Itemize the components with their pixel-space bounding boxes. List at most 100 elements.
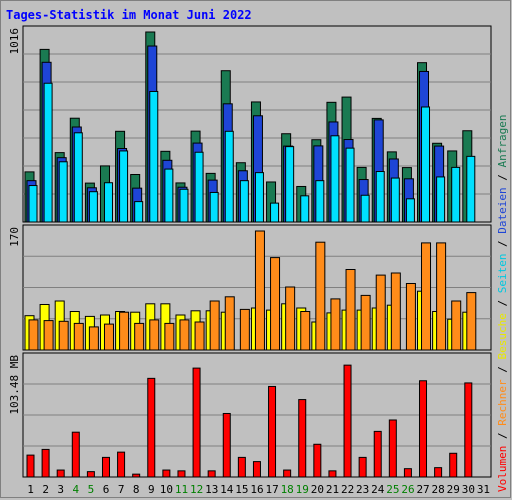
x-tick-label: 23 <box>356 483 369 496</box>
bar-seiten-day-7 <box>119 150 129 223</box>
bar-seiten-day-23 <box>360 194 370 223</box>
bar-seiten-day-13 <box>209 191 219 223</box>
x-tick-label: 8 <box>133 483 140 496</box>
bar-rechner-day-7 <box>119 311 130 351</box>
chart-title: Tages-Statistik im Monat Juni 2022 <box>6 8 252 22</box>
bar-rechner-day-21 <box>330 298 341 351</box>
bar-seiten-day-26 <box>405 198 415 223</box>
x-tick-label: 7 <box>118 483 125 496</box>
bar-rechner-day-25 <box>390 272 401 351</box>
bar-seiten-day-20 <box>315 180 325 223</box>
legend-entry: Dateien <box>496 187 509 240</box>
legend-entry: / <box>496 174 509 187</box>
x-tick-label: 19 <box>296 483 309 496</box>
bar-seiten-day-1 <box>28 185 38 223</box>
bar-seiten-day-18 <box>285 146 295 223</box>
bar-volumen-day-9 <box>147 377 156 478</box>
legend-entry: Volumen <box>496 446 509 492</box>
x-axis-labels: 1 2 3 4 5 6 7 8 9 10 11 12 13 14 15 16 17 18 19 20 21 22 23 24 2… <box>27 483 490 496</box>
x-tick-label: 29 <box>447 483 460 496</box>
legend-entry: / <box>496 240 509 253</box>
bar-volumen-day-18 <box>283 469 292 478</box>
bar-volumen-day-27 <box>419 380 428 478</box>
x-tick-label: 15 <box>235 483 248 496</box>
x-tick-label: 12 <box>190 483 203 496</box>
legend-entry: / <box>496 366 509 379</box>
bar-volumen-day-7 <box>117 451 126 478</box>
x-tick-label: 22 <box>341 483 354 496</box>
bar-rechner-day-16 <box>254 230 265 351</box>
x-tick-label: 24 <box>371 483 385 496</box>
bar-seiten-day-5 <box>88 191 98 223</box>
bar-seiten-day-21 <box>330 135 340 223</box>
bar-rechner-day-26 <box>405 283 416 351</box>
bar-seiten-day-29 <box>451 166 461 223</box>
bar-seiten-day-10 <box>164 168 174 223</box>
bar-rechner-day-24 <box>375 274 386 351</box>
bar-rechner-day-17 <box>270 257 281 351</box>
bar-volumen-day-16 <box>252 461 261 478</box>
bar-rechner-day-5 <box>88 326 99 351</box>
bar-volumen-day-25 <box>388 419 397 478</box>
series-seiten <box>28 82 476 223</box>
bar-seiten-day-12 <box>194 151 204 223</box>
x-tick-label: 17 <box>265 483 278 496</box>
bar-volumen-day-28 <box>434 467 443 478</box>
series-rechner <box>28 230 477 351</box>
right-legend: Volumen / Rechner / Besuche / Seiten / D… <box>496 114 509 492</box>
y-max-label-top: 1016 <box>8 28 21 55</box>
x-tick-label: 31 <box>477 483 490 496</box>
bar-rechner-day-30 <box>466 292 477 351</box>
bar-seiten-day-6 <box>103 182 113 223</box>
bar-volumen-day-26 <box>403 468 412 478</box>
bar-volumen-day-10 <box>162 469 171 478</box>
bar-volumen-day-17 <box>268 385 277 478</box>
panel-top: 1016 <box>8 25 492 223</box>
series-volumen <box>26 364 473 478</box>
bar-seiten-day-16 <box>254 172 264 223</box>
legend-entry: Besuche <box>496 313 509 366</box>
x-tick-label: 10 <box>160 483 173 496</box>
legend-entry: Seiten <box>496 254 509 300</box>
x-tick-label: 14 <box>220 483 234 496</box>
bar-rechner-day-12 <box>194 321 205 351</box>
x-tick-label: 30 <box>462 483 475 496</box>
bar-volumen-day-4 <box>71 431 80 478</box>
bar-rechner-day-28 <box>436 242 447 351</box>
bar-volumen-day-20 <box>313 443 322 478</box>
bar-rechner-day-1 <box>28 319 39 351</box>
bar-rechner-day-9 <box>149 319 160 351</box>
x-tick-label: 18 <box>281 483 294 496</box>
x-tick-label: 20 <box>311 483 324 496</box>
bar-seiten-day-28 <box>436 176 446 223</box>
bar-rechner-day-3 <box>58 320 69 351</box>
legend-entry: / <box>496 300 509 313</box>
bar-volumen-day-14 <box>222 412 231 478</box>
bar-rechner-day-10 <box>164 322 175 351</box>
bar-rechner-day-14 <box>224 296 235 351</box>
bar-volumen-day-3 <box>56 469 65 478</box>
bar-rechner-day-18 <box>285 286 296 351</box>
bar-rechner-day-23 <box>360 294 371 351</box>
bar-volumen-day-24 <box>373 430 382 478</box>
x-tick-label: 11 <box>175 483 188 496</box>
bar-seiten-day-11 <box>179 188 189 223</box>
x-tick-label: 27 <box>416 483 429 496</box>
plot-area: 1016 170 103.48 MB <box>8 25 492 478</box>
legend-entry: / <box>496 432 509 445</box>
bar-volumen-day-19 <box>298 399 307 478</box>
bar-seiten-day-27 <box>421 106 431 223</box>
panel-middle: 170 <box>8 224 492 351</box>
legend-entry: Rechner <box>496 379 509 432</box>
bar-rechner-day-8 <box>134 322 145 351</box>
bar-seiten-day-22 <box>345 147 355 223</box>
bar-rechner-day-11 <box>179 319 190 351</box>
bar-seiten-day-15 <box>239 180 249 223</box>
bar-rechner-day-22 <box>345 269 356 351</box>
x-tick-label: 3 <box>57 483 64 496</box>
bar-seiten-day-14 <box>224 130 234 223</box>
bar-seiten-day-2 <box>43 82 53 223</box>
x-tick-label: 13 <box>205 483 218 496</box>
bar-volumen-day-22 <box>343 364 352 478</box>
